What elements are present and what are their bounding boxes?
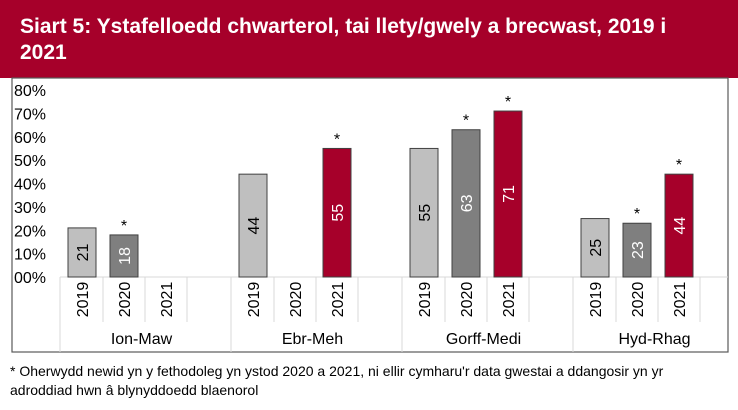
asterisk-marker: * [634,206,640,223]
bar-2020-Gorff-Medi [451,129,481,278]
bar-2021-Hyd-Rhag [664,173,694,278]
bar-value-label: 44 [246,217,263,235]
year-label: 2021 [501,282,518,318]
y-tick-label: 80% [14,83,46,100]
bar-2019-Hyd-Rhag [580,218,610,278]
year-label: 2021 [330,282,347,318]
y-tick-label: 70% [14,106,46,123]
year-label: 2019 [75,282,92,318]
y-tick-label: 20% [14,223,46,240]
y-tick-label: 60% [14,130,46,147]
bar-2019-Ebr-Meh [238,173,268,278]
bar-value-label: 55 [417,204,434,222]
asterisk-marker: * [676,157,682,174]
y-tick-label: 40% [14,177,46,194]
chart: 00% 10% 20% 30% 40% 50% 60% 70% 80% 2019 2020 2021 I… [11,77,729,353]
bar-2019-Gorff-Medi [409,147,439,278]
y-tick-label: 50% [14,153,46,170]
y-tick-label: 30% [14,200,46,217]
asterisk-marker: * [505,94,511,111]
bar-value-label: 55 [330,204,347,222]
asterisk-marker: * [334,131,340,148]
year-label: 2021 [159,282,176,318]
chart-frame [11,77,729,353]
year-label: 2021 [672,282,689,318]
year-label: 2020 [288,282,305,318]
chart-title: Siart 5: Ystafelloedd chwarterol, tai ll… [0,0,738,78]
bar-2020-Hyd-Rhag [622,222,652,278]
bar-value-label: 63 [459,194,476,212]
bar-value-label: 71 [501,185,518,203]
bar-value-label: 25 [588,239,605,257]
year-label: 2020 [459,282,476,318]
group-label: Hyd-Rhag [618,331,690,348]
bar-2020-Ion-Maw [109,234,139,278]
year-label: 2019 [588,282,605,318]
year-label: 2019 [246,282,263,318]
group-label: Ion-Maw [111,331,173,348]
asterisk-marker: * [121,218,127,235]
bar-2019-Ion-Maw [67,227,97,278]
bar-value-label: 21 [75,243,92,261]
group-label: Ebr-Meh [282,331,343,348]
year-label: 2020 [117,282,134,318]
bar-value-label: 23 [630,241,647,259]
y-tick-label: 00% [14,270,46,287]
year-label: 2020 [630,282,647,318]
bar-2021-Ebr-Meh [322,147,352,278]
asterisk-marker: * [463,113,469,130]
footnote: * Oherwydd newid yn y fethodoleg yn ysto… [10,363,664,398]
year-label: 2019 [417,282,434,318]
y-tick-label: 10% [14,247,46,264]
bar-value-label: 44 [672,217,689,235]
group-label: Gorff-Medi [446,331,521,348]
bar-value-label: 18 [117,247,134,265]
bar-2021-Gorff-Medi [493,110,523,278]
